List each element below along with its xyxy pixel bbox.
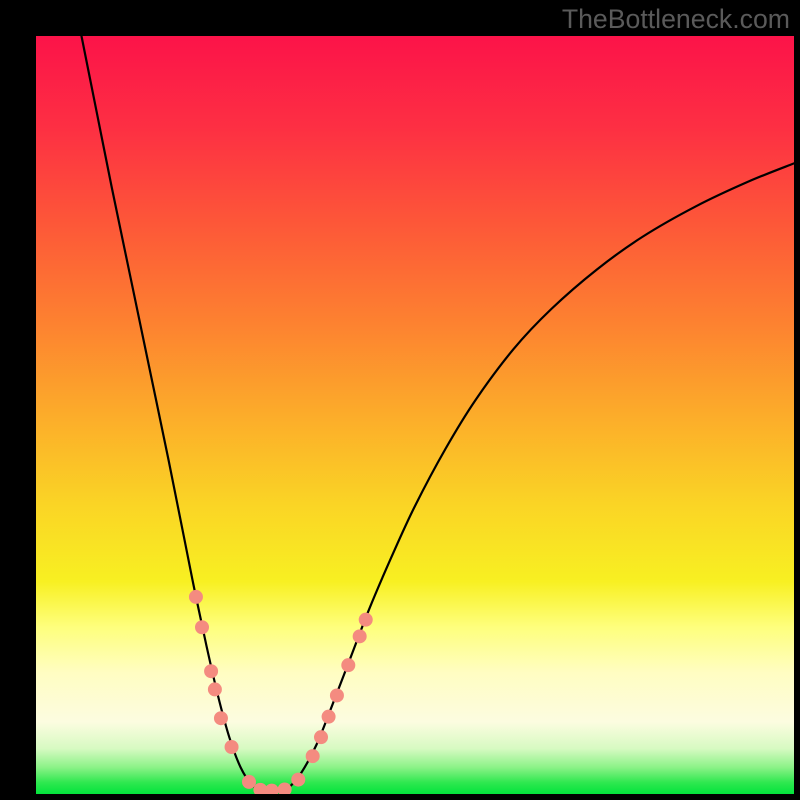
data-marker	[322, 710, 336, 724]
data-marker	[225, 740, 239, 754]
data-marker	[359, 613, 373, 627]
plot-area	[36, 36, 794, 794]
data-marker	[330, 688, 344, 702]
watermark-label: TheBottleneck.com	[562, 4, 790, 35]
data-marker	[353, 629, 367, 643]
data-marker	[214, 711, 228, 725]
chart-svg	[36, 36, 794, 794]
data-marker	[306, 749, 320, 763]
data-marker	[195, 620, 209, 634]
data-marker	[341, 658, 355, 672]
data-marker	[189, 590, 203, 604]
data-marker	[314, 730, 328, 744]
data-marker	[208, 682, 222, 696]
gradient-background	[36, 36, 794, 794]
data-marker	[204, 664, 218, 678]
data-marker	[242, 775, 256, 789]
data-marker	[291, 773, 305, 787]
